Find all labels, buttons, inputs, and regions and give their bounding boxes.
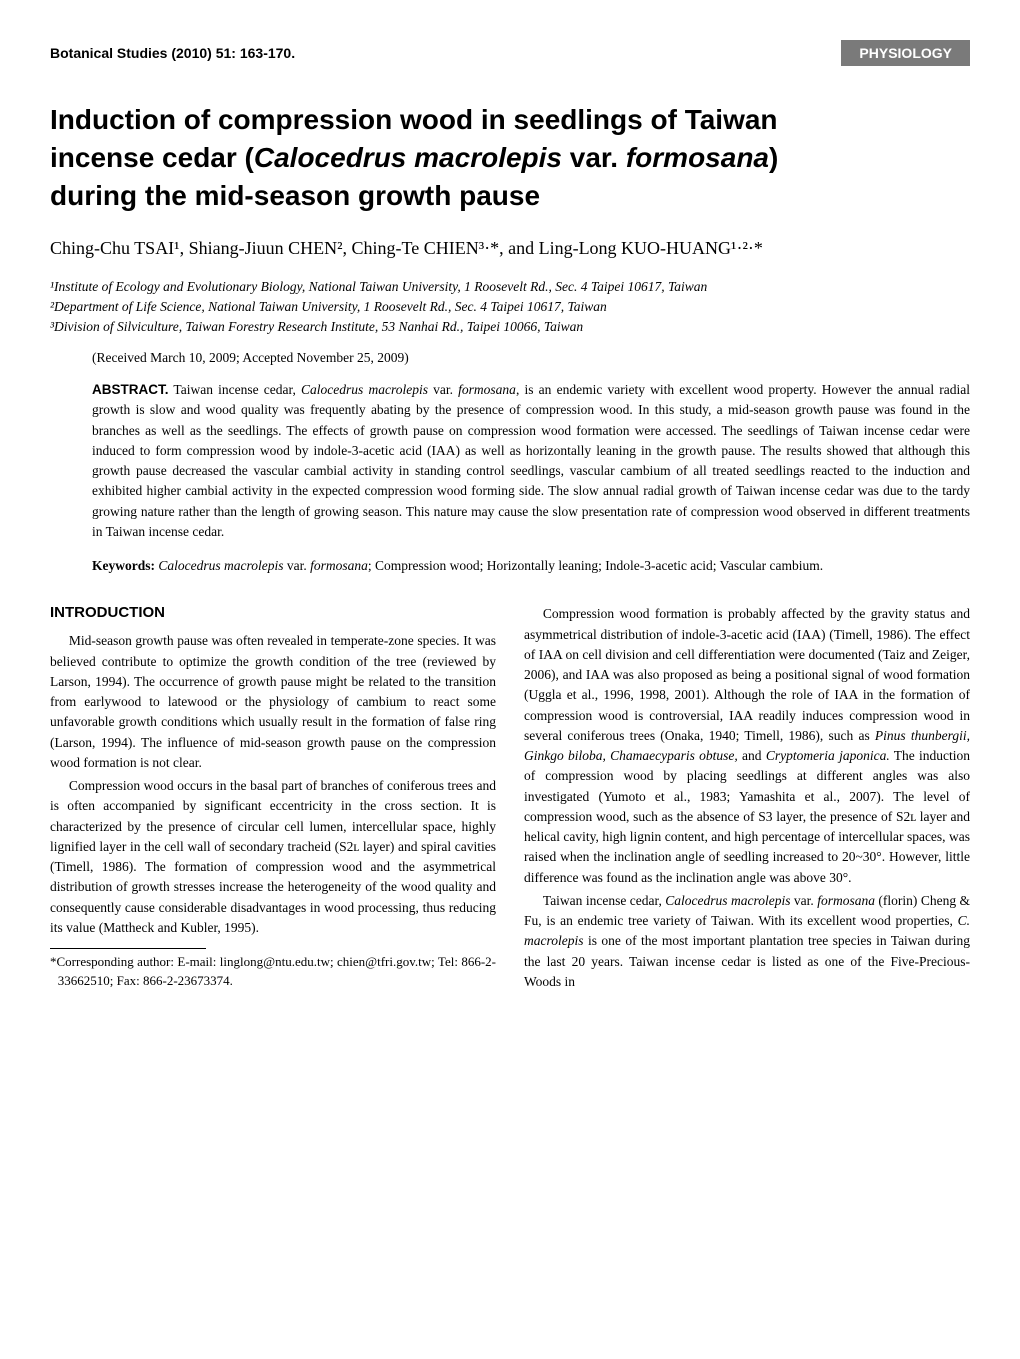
- affiliation-1: ¹Institute of Ecology and Evolutionary B…: [50, 277, 970, 297]
- affiliation-3: ³Division of Silviculture, Taiwan Forest…: [50, 317, 970, 337]
- p3-post: The induction of compression wood by pla…: [524, 748, 970, 885]
- journal-reference: Botanical Studies (2010) 51: 163-170.: [50, 45, 295, 61]
- p3-sp2: Cryptomeria japonica.: [766, 748, 890, 763]
- intro-para-2: Compression wood occurs in the basal par…: [50, 776, 496, 938]
- column-right: Compression wood formation is probably a…: [524, 604, 970, 995]
- affiliation-2: ²Department of Life Science, National Ta…: [50, 297, 970, 317]
- keywords-var: var.: [284, 558, 311, 573]
- p4-pre: Taiwan incense cedar,: [543, 893, 665, 908]
- keywords-varname: formosana: [310, 558, 368, 573]
- abstract-species: Calocedrus macrolepis: [301, 382, 428, 397]
- intro-para-3: Compression wood formation is probably a…: [524, 604, 970, 888]
- page-header: Botanical Studies (2010) 51: 163-170. PH…: [50, 40, 970, 66]
- title-line3: during the mid-season growth pause: [50, 180, 540, 211]
- title-species: Calocedrus macrolepis: [254, 142, 562, 173]
- abstract-species-var: formosana: [458, 382, 516, 397]
- title-line1: Induction of compression wood in seedlin…: [50, 104, 778, 135]
- keywords-rest: ; Compression wood; Horizontally leaning…: [368, 558, 823, 573]
- abstract-label: ABSTRACT.: [92, 382, 169, 397]
- title-line2-pre: incense cedar (: [50, 142, 254, 173]
- title-var: var.: [562, 142, 626, 173]
- body-columns: INTRODUCTION Mid-season growth pause was…: [50, 604, 970, 995]
- received-accepted-dates: (Received March 10, 2009; Accepted Novem…: [92, 350, 970, 366]
- p4-var: var.: [790, 893, 817, 908]
- p4-post: is one of the most important plantation …: [524, 933, 970, 989]
- section-badge: PHYSIOLOGY: [841, 40, 970, 66]
- intro-para-4: Taiwan incense cedar, Calocedrus macrole…: [524, 891, 970, 992]
- corresponding-author-footnote: *Corresponding author: E-mail: linglong@…: [50, 953, 496, 991]
- abstract-text-pre: Taiwan incense cedar,: [169, 382, 302, 397]
- keywords-species: Calocedrus macrolepis: [155, 558, 284, 573]
- introduction-heading: INTRODUCTION: [50, 604, 496, 621]
- footnote-rule: [50, 948, 206, 949]
- title-line2-post: ): [769, 142, 778, 173]
- keywords: Keywords: Calocedrus macrolepis var. for…: [92, 556, 970, 576]
- p4-sp2: formosana: [817, 893, 875, 908]
- authors-line: Ching-Chu TSAI¹, Shiang-Jiuun CHEN², Chi…: [50, 238, 970, 259]
- article-title: Induction of compression wood in seedlin…: [50, 101, 970, 214]
- abstract-text-post: , is an endemic variety with excellent w…: [92, 382, 970, 539]
- abstract-var: var.: [428, 382, 458, 397]
- p3-mid: and: [738, 748, 766, 763]
- abstract: ABSTRACT. Taiwan incense cedar, Calocedr…: [92, 380, 970, 542]
- title-varname: formosana: [626, 142, 769, 173]
- p3-pre: Compression wood formation is probably a…: [524, 606, 970, 743]
- affiliations: ¹Institute of Ecology and Evolutionary B…: [50, 277, 970, 336]
- column-left: INTRODUCTION Mid-season growth pause was…: [50, 604, 496, 995]
- intro-para-1: Mid-season growth pause was often reveal…: [50, 631, 496, 773]
- keywords-label: Keywords:: [92, 558, 155, 573]
- p4-sp1: Calocedrus macrolepis: [665, 893, 790, 908]
